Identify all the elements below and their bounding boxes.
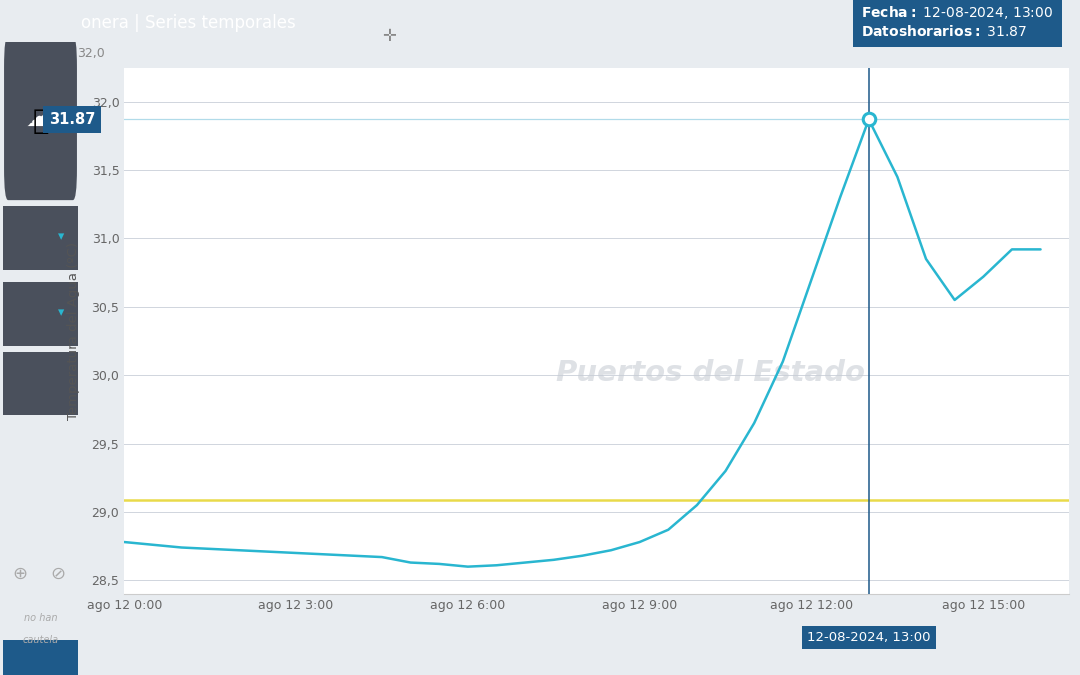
Text: ▾: ▾ (57, 306, 64, 319)
Text: 32,0: 32,0 (78, 47, 106, 59)
Text: ☁: ☁ (25, 103, 56, 132)
Text: no han: no han (24, 613, 57, 623)
FancyBboxPatch shape (4, 36, 77, 200)
Legend: Datos horarios: Datos horarios (660, 0, 787, 3)
Text: 31.87: 31.87 (49, 112, 95, 127)
Text: ⊘: ⊘ (51, 565, 66, 583)
Text: ▾: ▾ (57, 230, 64, 244)
FancyBboxPatch shape (3, 282, 78, 346)
Y-axis label: Temperatura del Agua (ºC): Temperatura del Agua (ºC) (67, 242, 80, 420)
FancyBboxPatch shape (3, 640, 78, 675)
Text: 🌡: 🌡 (32, 107, 49, 135)
Text: onera | Series temporales: onera | Series temporales (81, 14, 296, 32)
Text: 12-08-2024, 13:00: 12-08-2024, 13:00 (807, 631, 931, 644)
Text: cautela: cautela (23, 635, 58, 645)
Text: ✛: ✛ (382, 27, 395, 45)
Text: $\bf{Fecha:}$ 12-08-2024, 13:00
$\bf{Datos horarios:}$ 31.87: $\bf{Fecha:}$ 12-08-2024, 13:00 $\bf{Dat… (862, 4, 1053, 38)
Text: ⊕: ⊕ (13, 565, 28, 583)
Text: Puertos del Estado: Puertos del Estado (555, 359, 865, 387)
FancyBboxPatch shape (3, 207, 78, 270)
FancyBboxPatch shape (3, 352, 78, 415)
